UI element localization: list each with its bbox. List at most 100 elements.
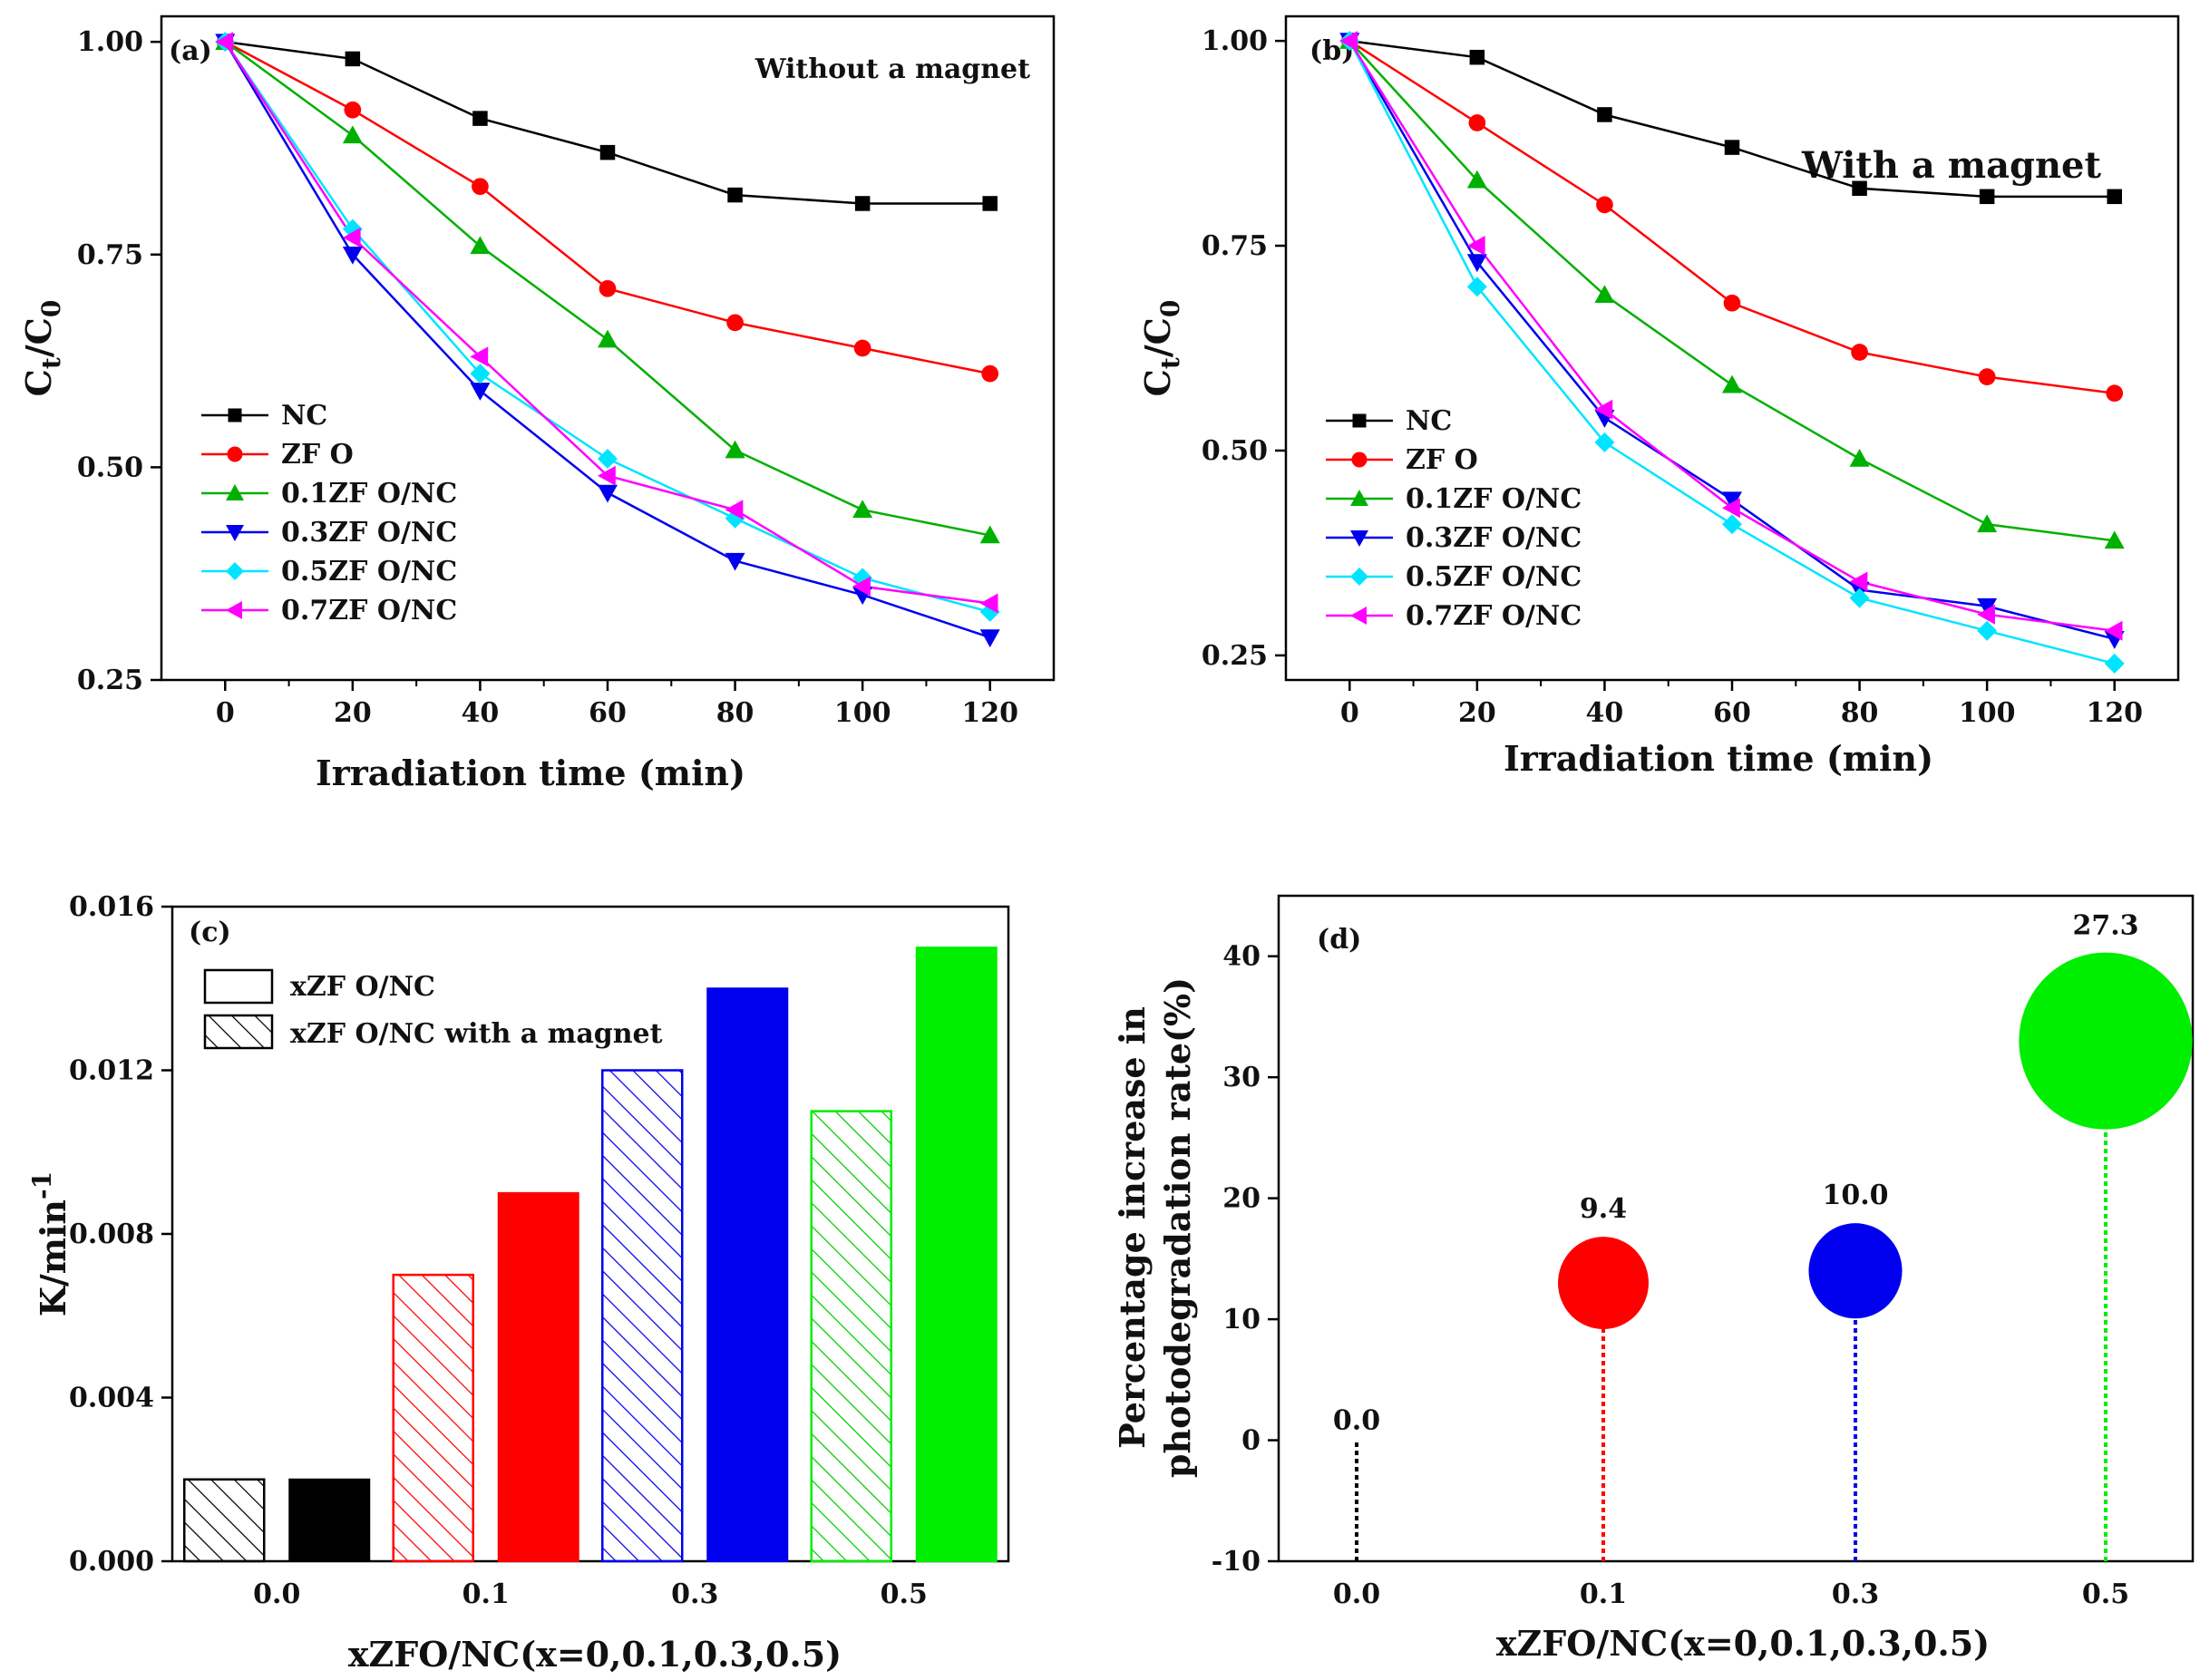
panel-b-point-nc xyxy=(1852,180,1867,197)
panel-d-y-tick-label: 40 xyxy=(1222,941,1261,973)
panel-d-y-axis-label-line2: photodegradation rate(%) xyxy=(1157,977,1198,1478)
panel-a-legend-marker-0-1zf-o-nc xyxy=(226,484,244,500)
panel-d-y-tick-label: 30 xyxy=(1222,1062,1261,1093)
panel-a-point-nc xyxy=(472,111,488,126)
panel-a-x-tick-label: 20 xyxy=(334,697,372,729)
panel-a-x-axis-label: Irradiation time (min) xyxy=(316,753,745,793)
panel-b-legend-label-0-1zf-o-nc: 0.1ZF O/NC xyxy=(1406,483,1582,515)
panel-d-x-tick-label: 0.3 xyxy=(1832,1578,1879,1610)
panel-d-chart: (d) xZFO/NC(x=0,0.1,0.3,0.5) Percentage … xyxy=(1112,894,2195,1664)
panel-b-legend-label-0-7zf-o-nc: 0.7ZF O/NC xyxy=(1406,600,1582,632)
panel-d-y-axis-label-line1: Percentage increase in xyxy=(1112,1006,1153,1449)
panel-b-point-zf-o xyxy=(1978,368,1996,385)
panel-a-series-line-zf-o xyxy=(224,41,990,375)
panel-d-value-label-0.3: 10.0 xyxy=(1822,1180,1888,1211)
panel-b-point-0-1zf-o-nc xyxy=(1466,170,1487,189)
panel-d-x-tick-label: 0.1 xyxy=(1580,1578,1627,1610)
panel-a-point-nc xyxy=(599,144,616,160)
panel-b-legend-marker-zf-o xyxy=(1351,452,1368,468)
panel-a-label: (a) xyxy=(169,35,212,67)
panel-d-plot-frame xyxy=(1277,894,2195,1563)
panel-b-point-0-7zf-o-nc xyxy=(1466,236,1485,257)
panel-a-point-0-7zf-o-nc xyxy=(852,576,871,597)
panel-a-point-0-7zf-o-nc xyxy=(215,32,234,53)
panel-a-point-zf-o xyxy=(472,178,489,196)
panel-b-x-tick-label: 100 xyxy=(1959,697,2016,729)
panel-b-x-tick-label: 20 xyxy=(1458,697,1496,729)
panel-d-x-axis-label: xZFO/NC(x=0,0.1,0.3,0.5) xyxy=(1496,1623,1990,1664)
panel-b-legend-marker-nc xyxy=(1352,413,1367,428)
panel-d-x-tick-label: 0.5 xyxy=(2082,1578,2129,1610)
panel-c-bar-solid-0.5 xyxy=(915,947,998,1562)
panel-c-bar-hatched-0.3 xyxy=(601,1069,684,1563)
panel-a-point-0-3zf-o-nc xyxy=(470,383,491,401)
panel-b-annotation: With a magnet xyxy=(1801,144,2101,187)
panel-b-legend-marker-0-7zf-o-nc xyxy=(1350,607,1367,625)
panel-d-value-label-0.1: 9.4 xyxy=(1580,1193,1627,1225)
panel-a-point-0-1zf-o-nc xyxy=(342,125,363,144)
panel-b-point-nc xyxy=(1979,189,1995,205)
panel-a-legend-label-0-1zf-o-nc: 0.1ZF O/NC xyxy=(281,478,457,510)
panel-a-y-tick-label: 0.25 xyxy=(77,665,143,696)
panel-a-point-nc xyxy=(345,51,361,67)
panel-b-y-tick-label: 0.75 xyxy=(1202,230,1268,262)
panel-b-legend-label-0-5zf-o-nc: 0.5ZF O/NC xyxy=(1406,561,1582,593)
panel-b-point-0-1zf-o-nc xyxy=(1594,285,1615,304)
panel-c-y-tick-label: 0.000 xyxy=(69,1546,154,1578)
panel-a-point-zf-o xyxy=(853,339,871,357)
panel-b-point-zf-o xyxy=(2106,384,2124,403)
panel-a-chart: (a) Without a magnet Irradiation time (m… xyxy=(18,15,1056,793)
panel-a-point-0-3zf-o-nc xyxy=(979,629,1000,648)
panel-a-legend-marker-nc xyxy=(228,408,242,422)
panel-b-x-tick-label: 0 xyxy=(1340,697,1359,729)
panel-b-point-nc xyxy=(1597,107,1612,122)
panel-b-legend-marker-0-3zf-o-nc xyxy=(1350,530,1368,547)
panel-a-point-zf-o xyxy=(599,279,617,297)
panel-a-legend-marker-0-3zf-o-nc xyxy=(226,525,244,541)
panel-a-x-tick-label: 60 xyxy=(589,697,627,729)
panel-b-x-tick-label: 40 xyxy=(1586,697,1624,729)
panel-a-x-tick-label: 80 xyxy=(716,697,754,729)
panel-b-x-axis-label: Irradiation time (min) xyxy=(1504,738,1933,779)
panel-b-y-axis-label: Ct/C0 xyxy=(1137,300,1185,397)
panel-a-x-tick-label: 100 xyxy=(834,697,891,729)
panel-b-legend-marker-0-5zf-o-nc xyxy=(1350,568,1368,586)
panel-b-point-0-1zf-o-nc xyxy=(1977,514,1998,533)
panel-d-label: (d) xyxy=(1317,924,1361,956)
panel-b-y-tick-label: 1.00 xyxy=(1202,25,1268,57)
panel-a-point-0-1zf-o-nc xyxy=(598,329,618,348)
panel-a-x-tick-label: 120 xyxy=(961,697,1018,729)
panel-b-point-0-7zf-o-nc xyxy=(1722,498,1740,519)
panel-b-legend-label-zf-o: ZF O xyxy=(1406,444,1478,476)
panel-c-label: (c) xyxy=(189,917,231,948)
panel-c-y-tick-label: 0.004 xyxy=(69,1383,154,1414)
panel-c-y-tick-label: 0.016 xyxy=(69,891,154,923)
panel-a-point-0-1zf-o-nc xyxy=(852,500,873,519)
panel-a-point-0-5zf-o-nc xyxy=(598,449,618,469)
panel-a-point-0-7zf-o-nc xyxy=(342,228,361,248)
panel-a-legend-marker-0-5zf-o-nc xyxy=(226,562,244,580)
panel-c-bar-hatched-0.1 xyxy=(392,1273,474,1563)
panel-a-point-0-3zf-o-nc xyxy=(598,484,618,503)
panel-d-bubble-0.3 xyxy=(1808,1223,1903,1319)
panel-a-legend-label-0-3zf-o-nc: 0.3ZF O/NC xyxy=(281,517,457,549)
panel-b-point-0-1zf-o-nc xyxy=(1849,449,1870,467)
panel-a-point-0-7zf-o-nc xyxy=(470,346,489,367)
panel-b-x-tick-label: 120 xyxy=(2086,697,2143,729)
panel-c-legend-swatch-hatched xyxy=(203,1014,274,1050)
panel-a-point-0-7zf-o-nc xyxy=(725,500,744,520)
panel-c-x-tick-label: 0.0 xyxy=(253,1578,300,1610)
panel-d-x-tick-label: 0.0 xyxy=(1333,1578,1380,1610)
panel-b-point-zf-o xyxy=(1851,344,1868,361)
panel-c-x-tick-label: 0.3 xyxy=(671,1578,718,1610)
panel-d-value-label-0.5: 27.3 xyxy=(2072,910,2138,942)
panel-b-point-0-5zf-o-nc xyxy=(1594,432,1615,452)
panel-d-bubble-0.5 xyxy=(2019,952,2193,1130)
panel-b-legend-label-nc: NC xyxy=(1406,405,1452,437)
panel-a-point-0-3zf-o-nc xyxy=(342,246,363,265)
panel-a-point-zf-o xyxy=(344,101,362,119)
panel-b-legend-marker-0-1zf-o-nc xyxy=(1350,490,1368,506)
panel-b-point-0-1zf-o-nc xyxy=(2104,530,2125,549)
panel-b-point-0-5zf-o-nc xyxy=(1849,588,1870,608)
